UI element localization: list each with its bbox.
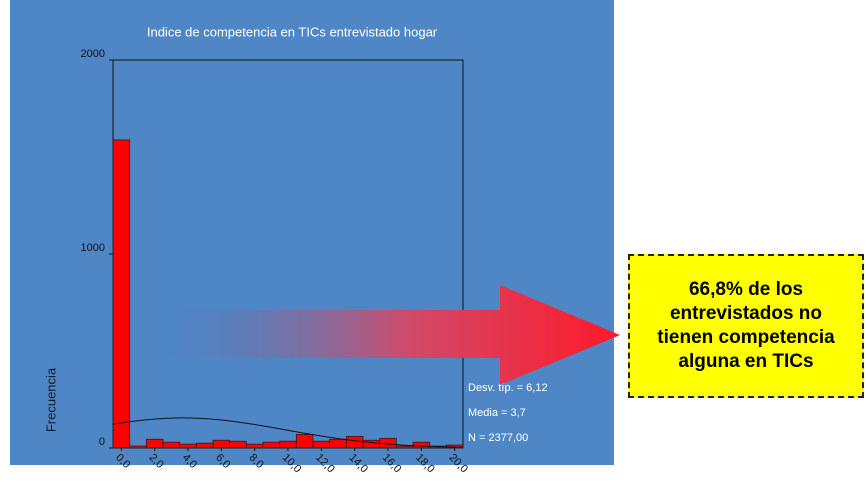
bar [112, 139, 131, 449]
bar [412, 441, 431, 449]
annotation-line: alguna en TICs [678, 351, 814, 372]
bar [329, 438, 347, 449]
y-tick-label: 0 [99, 436, 105, 448]
bar [195, 442, 214, 449]
bar [295, 434, 314, 449]
annotation-line: entrevistados no [669, 303, 823, 324]
chart-panel [10, 0, 614, 465]
bar [395, 445, 414, 449]
bar [229, 440, 247, 449]
stat-label: Desv. típ. = 6,12 [468, 382, 548, 394]
bar [312, 440, 331, 449]
stat-label: Media = 3,7 [468, 407, 526, 419]
bar [162, 441, 181, 449]
bar [212, 439, 231, 449]
y-axis-label: Frecuencia [43, 367, 58, 432]
normal-curve [112, 417, 463, 448]
stat-label: N = 2377,00 [468, 432, 528, 444]
annotation-line: 66,8% de los [688, 279, 804, 300]
bar [262, 441, 281, 449]
annotation-box: 66,8% de los entrevistados no tienen compe… [628, 254, 864, 398]
bar [245, 443, 264, 449]
y-tick-label: 2000 [81, 48, 105, 60]
arrow [150, 285, 620, 385]
bar [129, 445, 147, 449]
annotation-line: tienen competencia [657, 327, 835, 348]
y-tick-label: 1000 [81, 242, 105, 254]
bar [345, 435, 364, 449]
bar [279, 440, 297, 449]
chart-title: Indice de competencia en TICs entrevista… [147, 24, 438, 39]
bar [179, 443, 197, 449]
bar [145, 438, 164, 449]
